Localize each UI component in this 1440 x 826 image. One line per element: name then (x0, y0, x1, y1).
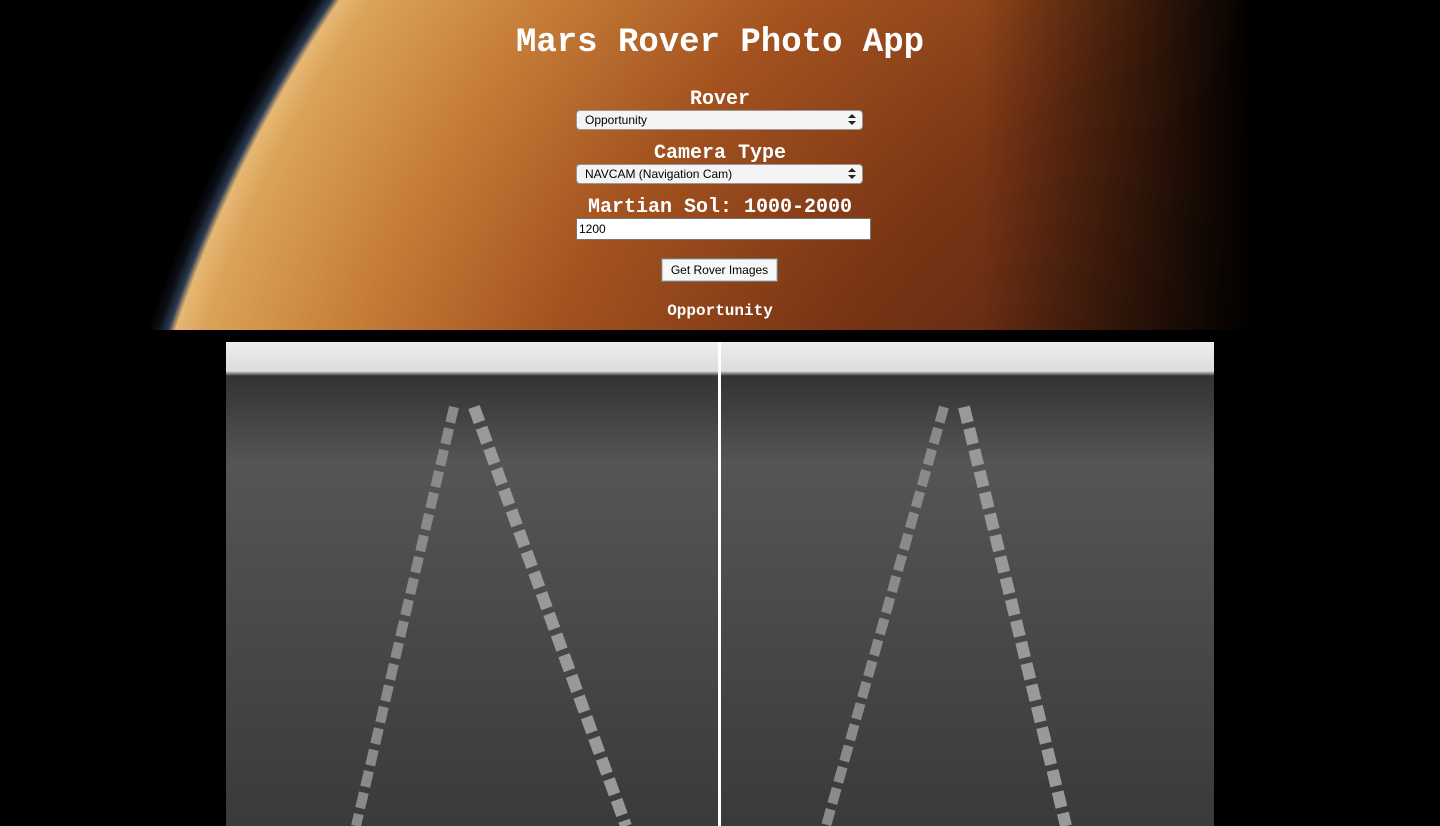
camera-select[interactable]: NAVCAM (Navigation Cam) (576, 164, 863, 184)
get-images-button[interactable]: Get Rover Images (661, 258, 778, 282)
photo-1 (226, 342, 718, 826)
sol-input[interactable]: 1200 (576, 218, 871, 240)
rover-label: Rover (689, 88, 750, 111)
sol-label: Martian Sol: 1000-2000 (587, 196, 853, 219)
app-title: Mars Rover Photo App (515, 24, 925, 62)
rover-select[interactable]: Opportunity (576, 110, 863, 130)
photo-2 (721, 342, 1214, 826)
rover-photos (226, 342, 1214, 826)
result-rover-name: Opportunity (667, 302, 773, 320)
camera-label: Camera Type (653, 142, 787, 165)
